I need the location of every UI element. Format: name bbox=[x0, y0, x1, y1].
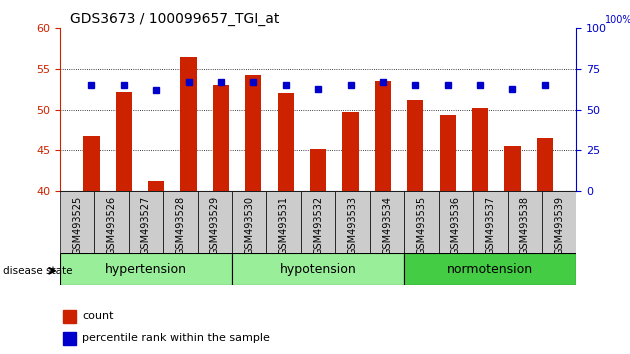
Bar bbox=[505, 146, 520, 354]
FancyBboxPatch shape bbox=[404, 253, 576, 285]
Bar bbox=[310, 149, 326, 354]
FancyBboxPatch shape bbox=[404, 191, 438, 253]
Bar bbox=[213, 85, 229, 354]
Text: GSM493531: GSM493531 bbox=[278, 196, 289, 255]
FancyBboxPatch shape bbox=[301, 191, 335, 253]
FancyBboxPatch shape bbox=[232, 191, 266, 253]
Text: GSM493532: GSM493532 bbox=[313, 196, 323, 255]
FancyBboxPatch shape bbox=[163, 191, 198, 253]
Text: GSM493527: GSM493527 bbox=[141, 196, 151, 255]
Bar bbox=[83, 136, 100, 354]
Text: GSM493536: GSM493536 bbox=[451, 196, 461, 255]
Text: GSM493539: GSM493539 bbox=[554, 196, 564, 255]
Text: disease state: disease state bbox=[3, 266, 72, 276]
Bar bbox=[63, 310, 76, 323]
FancyBboxPatch shape bbox=[94, 191, 129, 253]
Bar bbox=[148, 181, 164, 354]
Text: GSM493525: GSM493525 bbox=[72, 196, 82, 255]
FancyBboxPatch shape bbox=[473, 191, 508, 253]
Bar bbox=[245, 75, 261, 354]
FancyBboxPatch shape bbox=[542, 191, 576, 253]
FancyBboxPatch shape bbox=[438, 191, 473, 253]
Text: hypertension: hypertension bbox=[105, 263, 187, 275]
Text: GSM493529: GSM493529 bbox=[210, 196, 220, 255]
Bar bbox=[472, 108, 488, 354]
Text: GSM493538: GSM493538 bbox=[520, 196, 530, 255]
Text: 100%: 100% bbox=[605, 15, 630, 25]
Text: GSM493530: GSM493530 bbox=[244, 196, 255, 255]
Bar bbox=[278, 93, 294, 354]
FancyBboxPatch shape bbox=[335, 191, 370, 253]
Text: normotension: normotension bbox=[447, 263, 534, 275]
FancyBboxPatch shape bbox=[370, 191, 404, 253]
Bar bbox=[440, 115, 455, 354]
FancyBboxPatch shape bbox=[508, 191, 542, 253]
FancyBboxPatch shape bbox=[266, 191, 301, 253]
FancyBboxPatch shape bbox=[129, 191, 163, 253]
Text: GDS3673 / 100099657_TGI_at: GDS3673 / 100099657_TGI_at bbox=[70, 12, 280, 26]
Text: GSM493533: GSM493533 bbox=[348, 196, 358, 255]
Text: GSM493534: GSM493534 bbox=[382, 196, 392, 255]
Text: GSM493537: GSM493537 bbox=[485, 196, 495, 255]
Bar bbox=[537, 138, 553, 354]
FancyBboxPatch shape bbox=[232, 253, 404, 285]
Text: hypotension: hypotension bbox=[280, 263, 357, 275]
FancyBboxPatch shape bbox=[60, 191, 94, 253]
Text: percentile rank within the sample: percentile rank within the sample bbox=[82, 333, 270, 343]
Bar bbox=[63, 332, 76, 345]
Text: count: count bbox=[82, 312, 113, 321]
Text: GSM493535: GSM493535 bbox=[416, 196, 427, 255]
Text: GSM493526: GSM493526 bbox=[106, 196, 117, 255]
Bar bbox=[375, 81, 391, 354]
FancyBboxPatch shape bbox=[198, 191, 232, 253]
Text: GSM493528: GSM493528 bbox=[175, 196, 185, 255]
Bar bbox=[343, 112, 358, 354]
Bar bbox=[407, 100, 423, 354]
FancyBboxPatch shape bbox=[60, 253, 232, 285]
Bar bbox=[116, 92, 132, 354]
Bar bbox=[181, 57, 197, 354]
